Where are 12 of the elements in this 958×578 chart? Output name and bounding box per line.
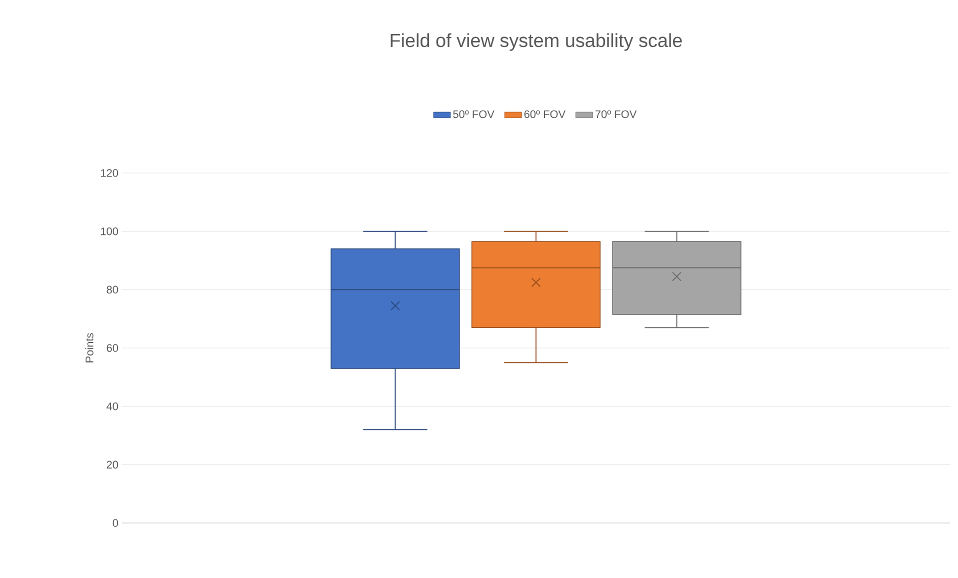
y-tick-label: 80: [106, 286, 118, 294]
y-tick-label: 40: [106, 402, 118, 410]
y-tick-label: 0: [112, 519, 118, 527]
y-axis-title: Points: [85, 333, 94, 362]
y-tick-label: 60: [106, 344, 118, 352]
y-tick-label: 120: [101, 169, 118, 177]
legend-label: 50º FOV: [453, 110, 494, 118]
chart-title: Field of view system usability scale: [390, 33, 682, 51]
y-tick-label: 20: [106, 460, 118, 469]
legend-label: 60º FOV: [524, 110, 566, 118]
legend-label: 70º FOV: [596, 110, 637, 118]
y-tick-label: 100: [101, 227, 118, 236]
